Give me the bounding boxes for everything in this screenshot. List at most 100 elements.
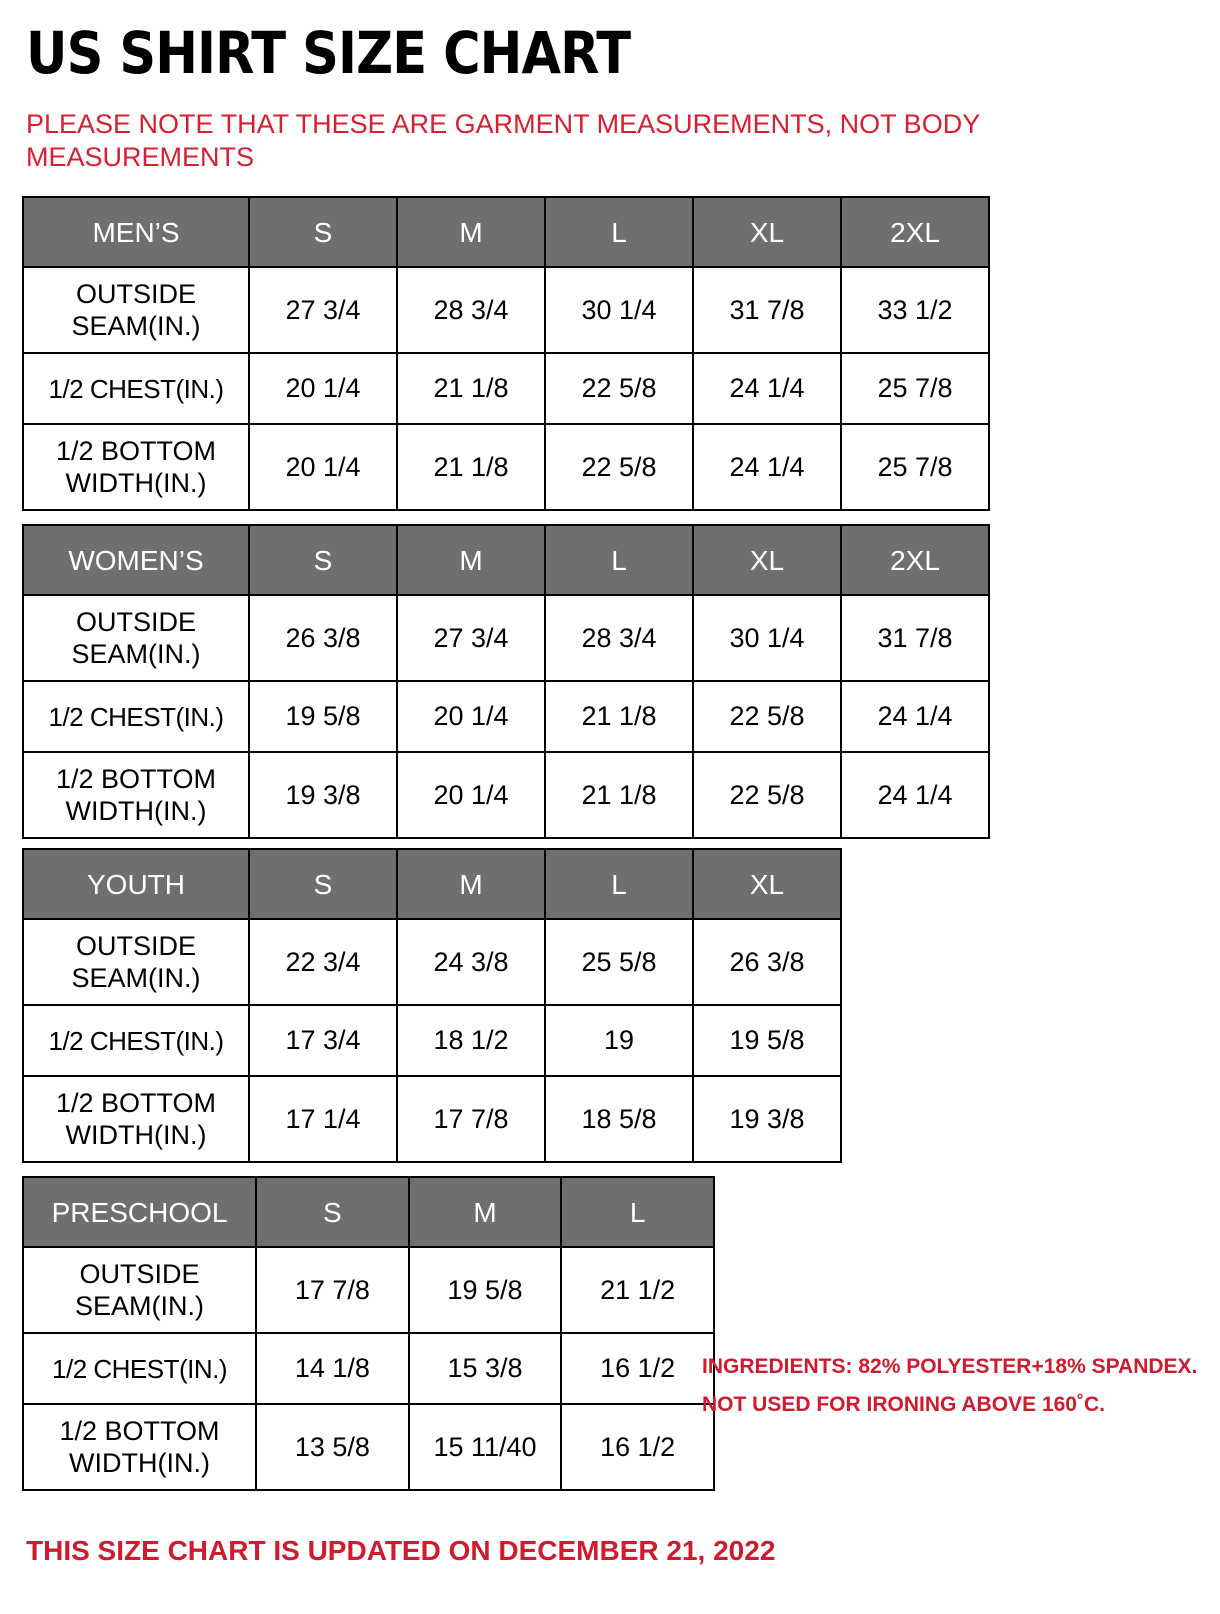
ingredients-note: INGREDIENTS: 82% POLYESTER+18% SPANDEX. … <box>702 1348 1202 1424</box>
size-column-header: S <box>248 196 398 268</box>
measurement-cell: 15 11/40 <box>407 1403 563 1491</box>
measurement-cell: 24 3/8 <box>396 918 546 1006</box>
measurement-cell: 24 1/4 <box>840 680 990 753</box>
size-table-womens: WOMEN’S S M L XL 2XL OUTSIDE SEAM(IN.) 2… <box>22 524 990 839</box>
table-row: 1/2 BOTTOM WIDTH(IN.) 17 1/4 17 7/8 18 5… <box>22 1075 842 1163</box>
table-row: 1/2 CHEST(IN.) 20 1/4 21 1/8 22 5/8 24 1… <box>22 352 990 425</box>
size-column-header: M <box>407 1176 563 1248</box>
size-column-header: XL <box>692 524 842 596</box>
measurement-cell: 24 1/4 <box>692 423 842 511</box>
ingredients-line-2: NOT USED FOR IRONING ABOVE 160˚C. <box>702 1393 1105 1416</box>
measurement-cell: 22 3/4 <box>248 918 398 1006</box>
updated-footer: THIS SIZE CHART IS UPDATED ON DECEMBER 2… <box>26 1535 776 1566</box>
size-column-header: M <box>396 524 546 596</box>
measurement-cell: 26 3/8 <box>248 594 398 682</box>
measurement-cell: 16 1/2 <box>560 1332 715 1405</box>
table-row: OUTSIDE SEAM(IN.) 17 7/8 19 5/8 21 1/2 <box>21 1246 715 1334</box>
measurement-cell: 22 5/8 <box>544 423 694 511</box>
table-row: OUTSIDE SEAM(IN.) 26 3/8 27 3/4 28 3/4 3… <box>22 594 990 682</box>
size-table-youth: YOUTH S M L XL OUTSIDE SEAM(IN.) 22 3/4 … <box>22 848 842 1163</box>
measurement-cell: 20 1/4 <box>248 423 398 511</box>
measurement-cell: 16 1/2 <box>560 1403 715 1491</box>
measurement-cell: 25 7/8 <box>840 352 990 425</box>
measurement-cell: 18 5/8 <box>544 1075 694 1163</box>
size-column-header: S <box>248 848 398 920</box>
category-label: PRESCHOOL <box>21 1176 258 1248</box>
table-row: OUTSIDE SEAM(IN.) 27 3/4 28 3/4 30 1/4 3… <box>22 266 990 354</box>
table-row: 1/2 CHEST(IN.) 17 3/4 18 1/2 19 19 5/8 <box>22 1004 842 1077</box>
measurement-cell: 27 3/4 <box>396 594 546 682</box>
measurement-cell: 24 1/4 <box>692 352 842 425</box>
garment-measurement-note: PLEASE NOTE THAT THESE ARE GARMENT MEASU… <box>26 109 980 172</box>
measurement-cell: 20 1/4 <box>396 680 546 753</box>
measurement-cell: 21 1/8 <box>396 352 546 425</box>
row-label: 1/2 BOTTOM WIDTH(IN.) <box>21 1403 258 1491</box>
size-column-header: 2XL <box>840 196 990 268</box>
size-column-header: L <box>544 848 694 920</box>
row-label: OUTSIDE SEAM(IN.) <box>21 1246 258 1334</box>
size-table-mens: MEN’S S M L XL 2XL OUTSIDE SEAM(IN.) 27 … <box>22 196 990 511</box>
measurement-cell: 25 5/8 <box>544 918 694 1006</box>
measurement-cell: 20 1/4 <box>248 352 398 425</box>
measurement-cell: 31 7/8 <box>840 594 990 682</box>
size-column-header: M <box>396 196 546 268</box>
table-row: 1/2 BOTTOM WIDTH(IN.) 20 1/4 21 1/8 22 5… <box>22 423 990 511</box>
measurement-cell: 21 1/8 <box>544 680 694 753</box>
measurement-cell: 25 7/8 <box>840 423 990 511</box>
measurement-cell: 22 5/8 <box>692 751 842 839</box>
measurement-cell: 14 1/8 <box>255 1332 410 1405</box>
measurement-cell: 26 3/8 <box>692 918 842 1006</box>
size-column-header: L <box>544 196 694 268</box>
measurement-cell: 24 1/4 <box>840 751 990 839</box>
table-row: 1/2 BOTTOM WIDTH(IN.) 19 3/8 20 1/4 21 1… <box>22 751 990 839</box>
row-label: 1/2 CHEST(IN.) <box>21 1332 258 1405</box>
size-table-preschool: PRESCHOOL S M L OUTSIDE SEAM(IN.) 17 7/8… <box>21 1176 715 1491</box>
table-header-row: MEN’S S M L XL 2XL <box>22 196 990 268</box>
row-label: 1/2 CHEST(IN.) <box>22 352 250 425</box>
measurement-cell: 21 1/2 <box>560 1246 715 1334</box>
measurement-cell: 19 5/8 <box>407 1246 563 1334</box>
category-label: YOUTH <box>22 848 250 920</box>
measurement-cell: 17 7/8 <box>255 1246 410 1334</box>
measurement-cell: 30 1/4 <box>692 594 842 682</box>
measurement-cell: 17 3/4 <box>248 1004 398 1077</box>
measurement-cell: 28 3/4 <box>396 266 546 354</box>
table-row: OUTSIDE SEAM(IN.) 22 3/4 24 3/8 25 5/8 2… <box>22 918 842 1006</box>
measurement-cell: 19 3/8 <box>692 1075 842 1163</box>
size-column-header: S <box>255 1176 410 1248</box>
page-title: US SHIRT SIZE CHART <box>26 19 631 87</box>
size-column-header: L <box>560 1176 715 1248</box>
ingredients-line-1: INGREDIENTS: 82% POLYESTER+18% SPANDEX. <box>702 1355 1198 1378</box>
row-label: OUTSIDE SEAM(IN.) <box>22 266 250 354</box>
measurement-cell: 27 3/4 <box>248 266 398 354</box>
measurement-cell: 19 5/8 <box>248 680 398 753</box>
table-row: 1/2 BOTTOM WIDTH(IN.) 13 5/8 15 11/40 16… <box>21 1403 715 1491</box>
row-label: 1/2 CHEST(IN.) <box>22 1004 250 1077</box>
size-column-header: XL <box>692 196 842 268</box>
table-header-row: YOUTH S M L XL <box>22 848 842 920</box>
size-column-header: M <box>396 848 546 920</box>
row-label: 1/2 CHEST(IN.) <box>22 680 250 753</box>
size-column-header: XL <box>692 848 842 920</box>
category-label: WOMEN’S <box>22 524 250 596</box>
measurement-cell: 13 5/8 <box>255 1403 410 1491</box>
measurement-cell: 21 1/8 <box>396 423 546 511</box>
size-column-header: 2XL <box>840 524 990 596</box>
measurement-cell: 30 1/4 <box>544 266 694 354</box>
measurement-cell: 20 1/4 <box>396 751 546 839</box>
measurement-cell: 19 5/8 <box>692 1004 842 1077</box>
row-label: OUTSIDE SEAM(IN.) <box>22 918 250 1006</box>
measurement-cell: 33 1/2 <box>840 266 990 354</box>
measurement-cell: 31 7/8 <box>692 266 842 354</box>
measurement-cell: 19 3/8 <box>248 751 398 839</box>
measurement-cell: 19 <box>544 1004 694 1077</box>
measurement-cell: 22 5/8 <box>544 352 694 425</box>
measurement-cell: 28 3/4 <box>544 594 694 682</box>
table-row: 1/2 CHEST(IN.) 14 1/8 15 3/8 16 1/2 <box>21 1332 715 1405</box>
measurement-cell: 22 5/8 <box>692 680 842 753</box>
table-header-row: PRESCHOOL S M L <box>21 1176 715 1248</box>
row-label: 1/2 BOTTOM WIDTH(IN.) <box>22 751 250 839</box>
measurement-cell: 15 3/8 <box>407 1332 563 1405</box>
row-label: OUTSIDE SEAM(IN.) <box>22 594 250 682</box>
